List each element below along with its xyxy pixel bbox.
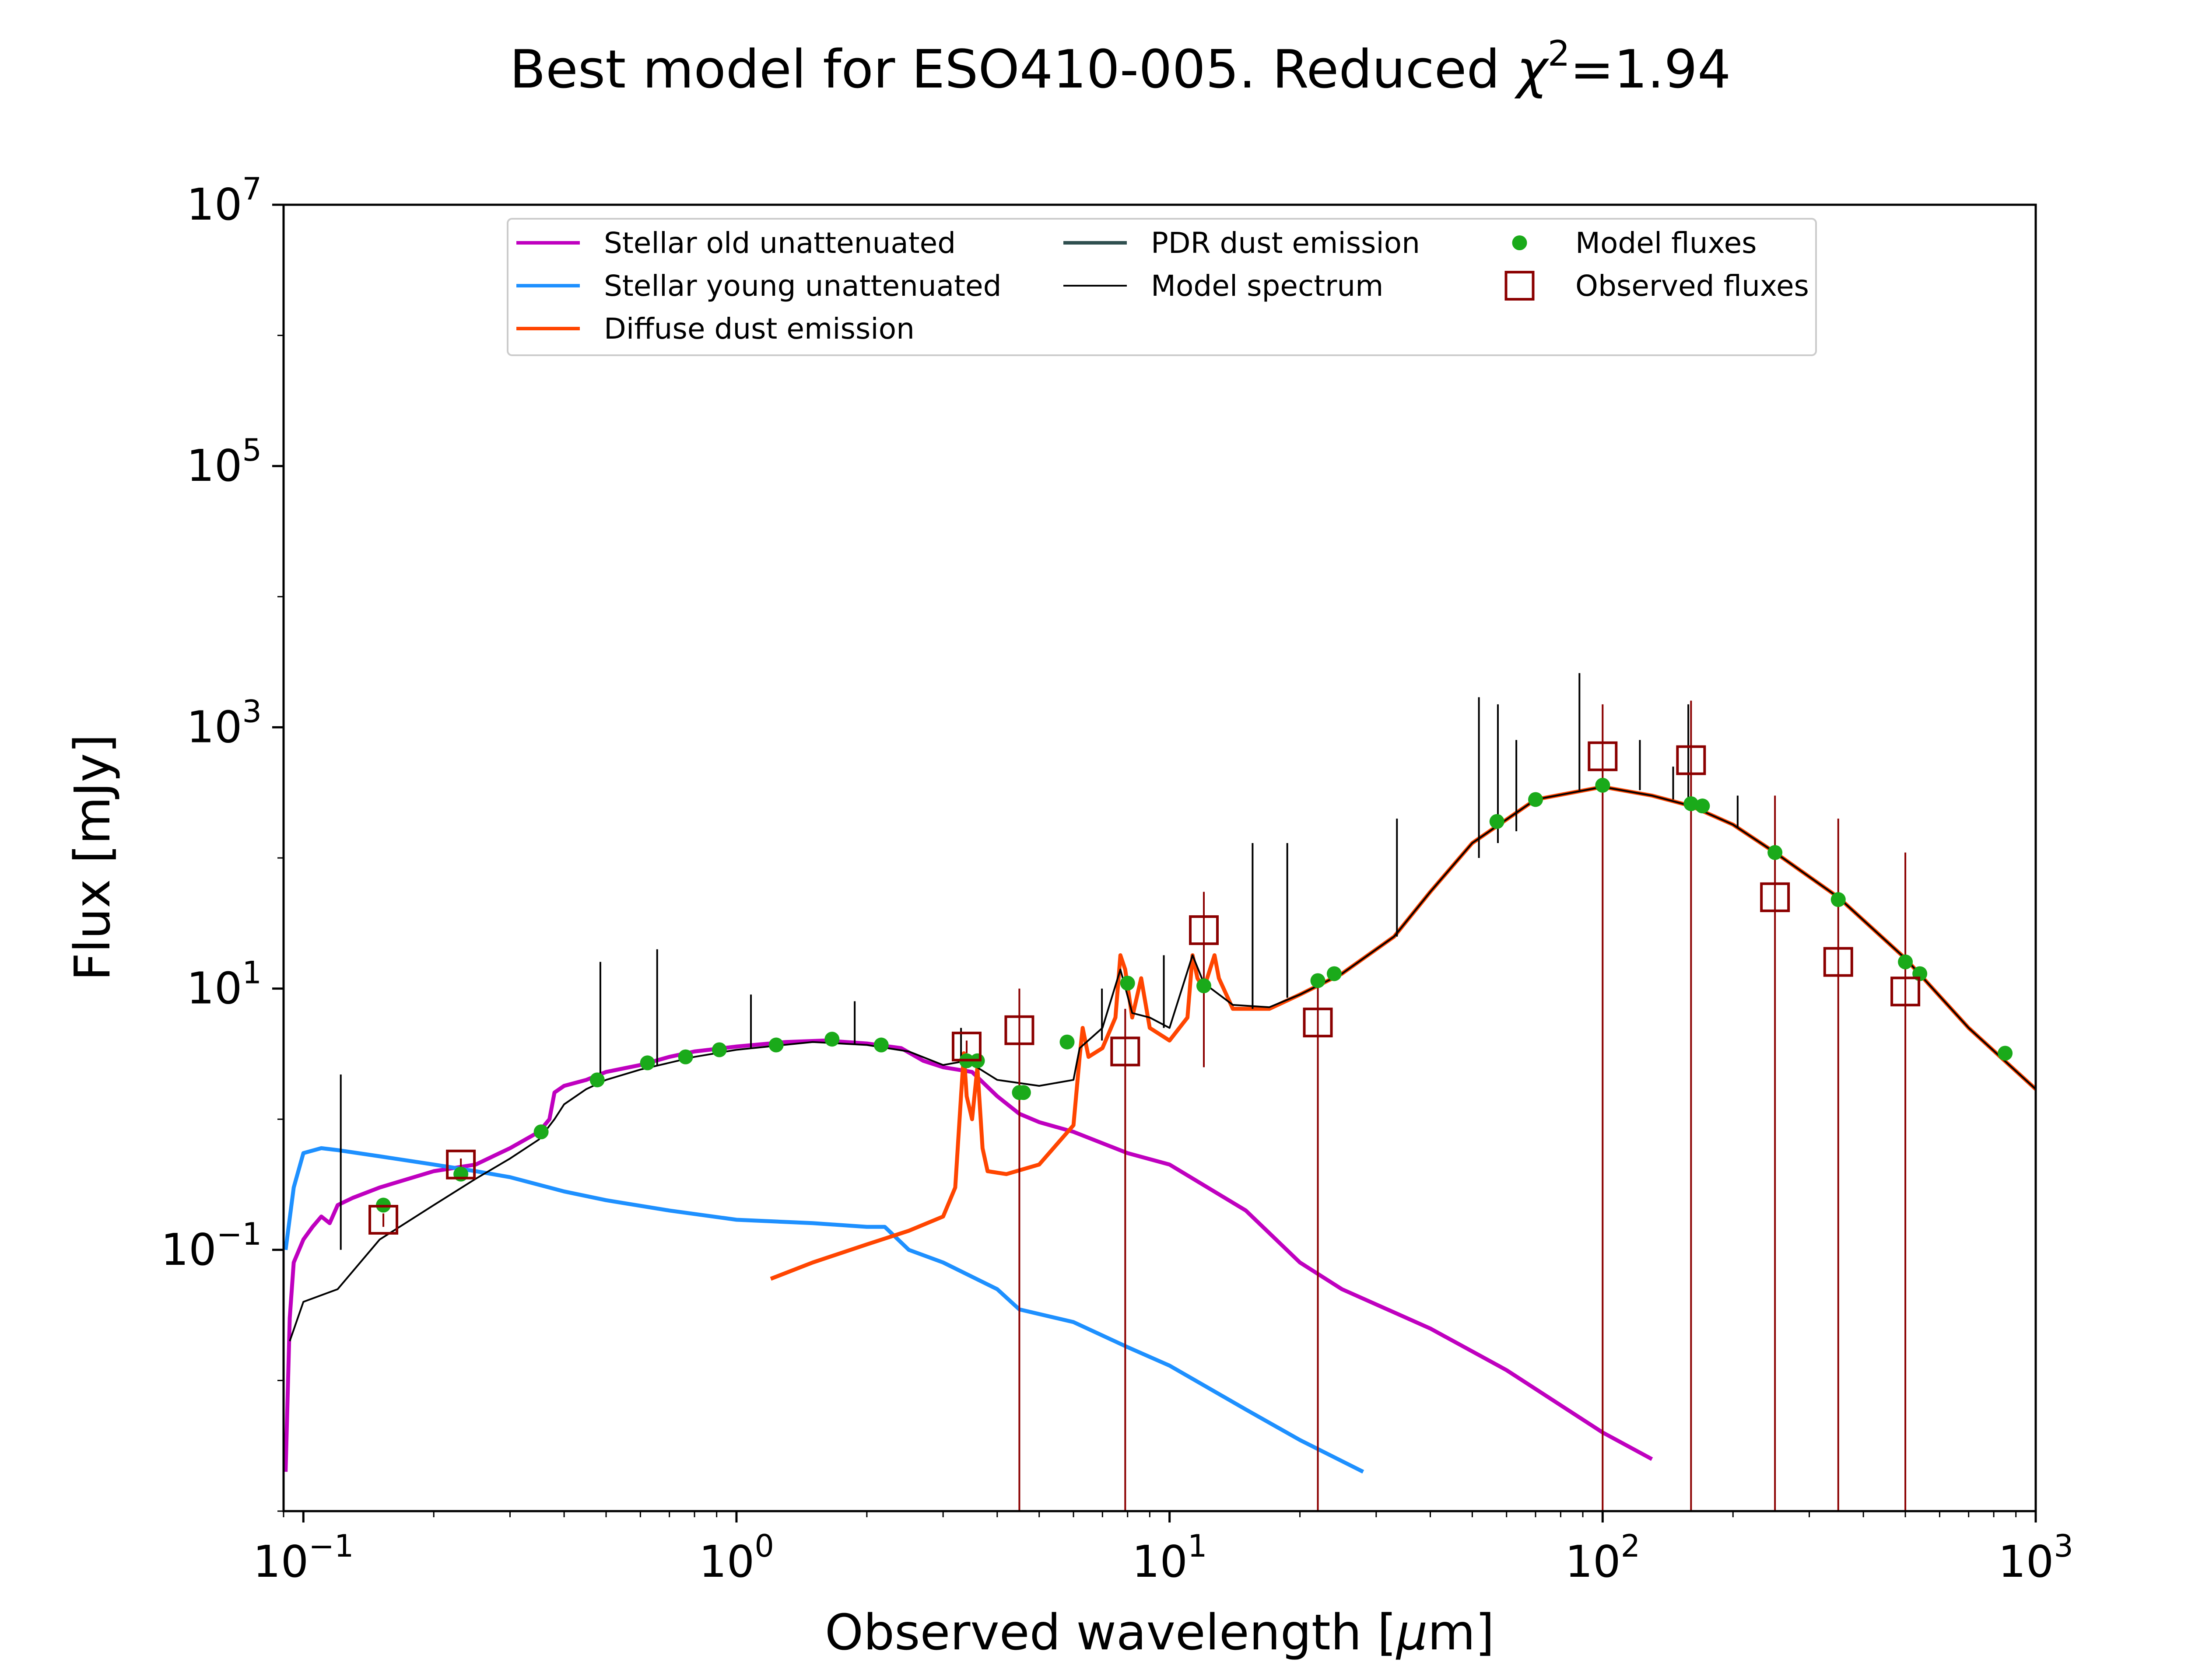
legend-swatch — [1512, 235, 1527, 250]
model-flux-point — [1196, 978, 1212, 994]
legend-label: Diffuse dust emission — [604, 312, 915, 346]
x-tick-label: 102 — [1565, 1528, 1640, 1587]
series-line-model-spectrum — [289, 786, 2036, 1342]
model-flux-point — [824, 1032, 840, 1047]
plot-area — [282, 203, 2037, 1512]
markers-layer — [368, 700, 2013, 1511]
observed-flux-marker — [1004, 1015, 1034, 1045]
model-flux-point — [1695, 798, 1710, 814]
chart-title: Best model for ESO410-005. Reduced χ2=1.… — [510, 33, 1731, 100]
chart-title-chi: χ — [1514, 39, 1550, 100]
model-flux-point — [1016, 1085, 1031, 1100]
legend-entry-stellar-young-unattenuated: Stellar young unattenuated — [516, 269, 1002, 303]
legend-label: Model spectrum — [1151, 269, 1383, 303]
observed-flux-marker — [1303, 1008, 1333, 1038]
model-flux-point — [1830, 892, 1846, 907]
legend-entry-observed-fluxes: Observed fluxes — [1504, 269, 1809, 303]
x-tick-label: 103 — [1998, 1528, 2073, 1587]
observed-flux-marker — [1676, 745, 1706, 775]
legend-entry-model-fluxes: Model fluxes — [1512, 226, 1757, 260]
series-layer — [284, 673, 2036, 1474]
y-axis-label: Flux [mJy] — [64, 734, 121, 981]
legend-label: Stellar young unattenuated — [604, 269, 1002, 303]
x-axis-label: Observed wavelength [μm] — [825, 1604, 1494, 1661]
observed-flux-marker — [1823, 947, 1853, 977]
y-tick-label: 105 — [186, 432, 262, 491]
y-tick-label: 10−1 — [161, 1216, 262, 1275]
model-flux-point — [873, 1037, 889, 1053]
series-line-stellar-old-unattenuated — [284, 1038, 1653, 1472]
observed-flux-marker — [1890, 976, 1921, 1007]
y-tick-label: 103 — [186, 693, 262, 752]
x-axis-ticks: 10−1 100 101 102 103 — [253, 1511, 2073, 1587]
observed-flux-marker — [368, 1204, 399, 1235]
y-axis-ticks: 10−1 101 103 105 107 — [161, 171, 284, 1512]
model-flux-point — [678, 1049, 693, 1064]
legend-label: PDR dust emission — [1151, 226, 1420, 260]
legend-entry-model-spectrum: Model spectrum — [1063, 269, 1383, 303]
model-flux-point — [1310, 973, 1325, 988]
y-tick-label: 107 — [186, 171, 262, 230]
legend-label: Stellar old unattenuated — [604, 226, 956, 260]
legend-box — [507, 218, 1817, 356]
chart-title-prefix: Best model for ESO410-005. Reduced — [510, 39, 1517, 100]
x-axis-label-mu: μ — [1396, 1604, 1427, 1661]
x-tick-label: 10−1 — [253, 1528, 354, 1587]
model-flux-point — [768, 1037, 784, 1053]
legend: Stellar old unattenuated Stellar young un… — [507, 218, 1817, 356]
model-flux-point — [1595, 777, 1610, 793]
legend-entry-pdr-dust-emission: PDR dust emission — [1063, 226, 1420, 260]
y-tick-label: 101 — [186, 955, 262, 1014]
model-flux-point — [1683, 796, 1699, 812]
model-flux-point — [1898, 954, 1913, 970]
observed-flux-marker — [951, 1032, 982, 1062]
model-flux-point — [589, 1072, 605, 1088]
observed-flux-marker — [1760, 882, 1790, 912]
model-flux-point — [1489, 814, 1504, 829]
observed-flux-marker — [446, 1149, 476, 1180]
x-axis-label-suffix: m] — [1427, 1604, 1494, 1661]
chart-title-suffix: =1.94 — [1570, 39, 1731, 100]
model-flux-point — [1767, 845, 1783, 860]
legend-label: Model fluxes — [1575, 226, 1757, 260]
model-flux-point — [1326, 966, 1342, 981]
observed-flux-marker — [1110, 1036, 1140, 1067]
model-flux-point — [1120, 976, 1135, 991]
observed-flux-marker — [1189, 915, 1219, 945]
x-tick-label: 101 — [1132, 1528, 1207, 1587]
model-flux-point — [640, 1055, 655, 1071]
model-flux-point — [1528, 792, 1543, 807]
legend-entry-stellar-old-unattenuated: Stellar old unattenuated — [516, 226, 956, 260]
model-flux-point — [533, 1124, 549, 1140]
model-flux-point — [1998, 1046, 2013, 1061]
x-axis-label-prefix: Observed wavelength [ — [825, 1604, 1396, 1661]
legend-label: Observed fluxes — [1575, 269, 1809, 303]
model-flux-point — [712, 1042, 727, 1057]
series-line-stellar-young-unattenuated — [284, 1146, 1364, 1474]
x-tick-label: 100 — [699, 1528, 774, 1587]
legend-entry-diffuse-dust-emission: Diffuse dust emission — [516, 312, 915, 346]
legend-swatch — [1504, 271, 1535, 301]
chart-title-chi-sup: 2 — [1548, 33, 1570, 74]
model-flux-point — [1059, 1034, 1075, 1050]
observed-flux-marker — [1588, 741, 1618, 771]
